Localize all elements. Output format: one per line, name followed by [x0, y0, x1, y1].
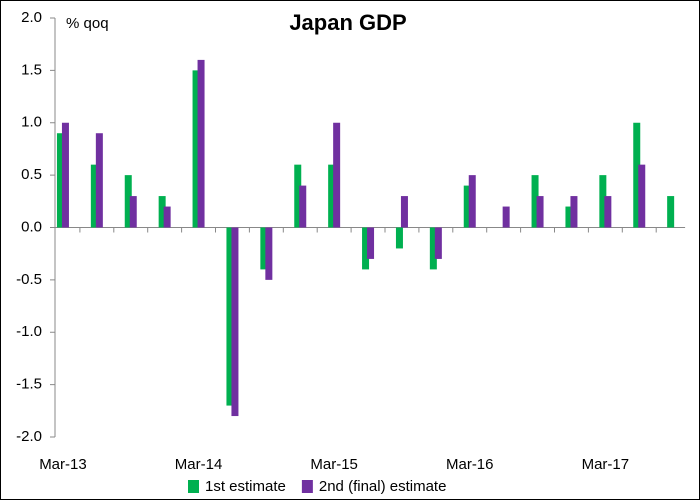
bar [633, 122, 641, 228]
bar [570, 196, 578, 228]
bar [260, 227, 268, 270]
bar [463, 185, 471, 228]
bar [197, 59, 205, 228]
bar [299, 185, 307, 228]
bar [61, 122, 69, 228]
chart-title: Japan GDP [289, 10, 406, 35]
x-tick-label: Mar-16 [446, 456, 494, 473]
y-tick-label: -1.0 [16, 323, 42, 340]
x-tick-label: Mar-17 [582, 456, 630, 473]
bar [124, 175, 132, 228]
y-axis-label: % qoq [66, 15, 109, 32]
bar [226, 227, 234, 406]
bar [395, 227, 403, 249]
bar [362, 227, 370, 270]
y-tick-label: 1.5 [21, 61, 42, 78]
bar [599, 175, 607, 228]
bar [163, 206, 171, 228]
bar [531, 175, 539, 228]
y-tick-label: -2.0 [16, 428, 42, 445]
bar [429, 227, 437, 270]
bar [604, 196, 612, 228]
y-tick-label: 0.5 [21, 166, 42, 183]
legend-label: 1st estimate [205, 478, 286, 495]
bar [265, 227, 273, 280]
bar [400, 196, 408, 228]
bar [367, 227, 375, 259]
legend-label: 2nd (final) estimate [319, 478, 447, 495]
bar [328, 164, 336, 228]
bar [158, 196, 166, 228]
bar [90, 164, 98, 228]
x-tick-label: Mar-13 [39, 456, 87, 473]
bar [231, 227, 239, 417]
bar [667, 196, 675, 228]
y-tick-label: 1.0 [21, 114, 42, 131]
y-tick-label: -0.5 [16, 271, 42, 288]
bar [434, 227, 442, 259]
bar [536, 196, 544, 228]
bar [565, 206, 573, 228]
bar [192, 70, 200, 228]
y-tick-label: 2.0 [21, 9, 42, 26]
x-tick-label: Mar-15 [310, 456, 358, 473]
legend-swatch [188, 480, 199, 493]
x-tick-label: Mar-14 [175, 456, 223, 473]
bar [638, 164, 646, 228]
bar [129, 196, 137, 228]
bar [333, 122, 341, 228]
bar [294, 164, 302, 228]
bar [95, 133, 103, 228]
bar [468, 175, 476, 228]
bar [502, 206, 510, 228]
y-tick-label: 0.0 [21, 218, 42, 235]
y-tick-label: -1.5 [16, 376, 42, 393]
legend-swatch [301, 480, 313, 493]
bar [56, 133, 64, 228]
